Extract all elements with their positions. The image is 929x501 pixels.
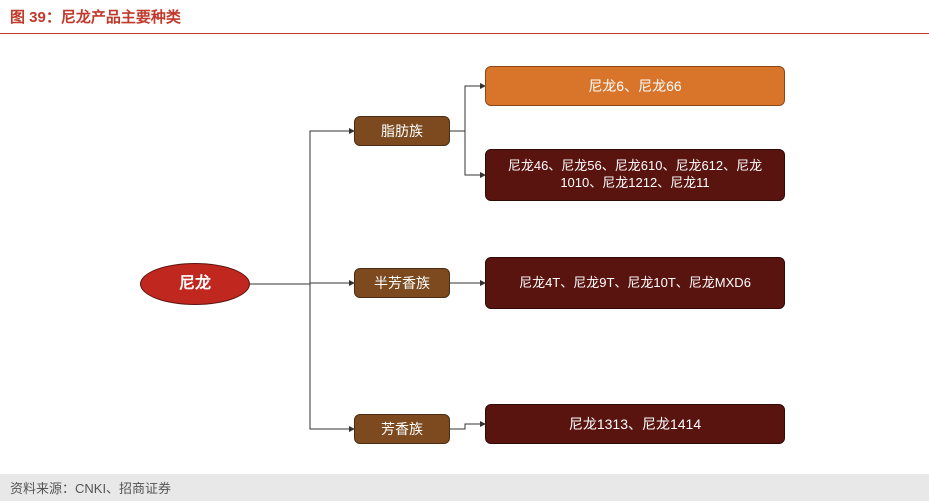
- connectors-layer: [0, 34, 929, 474]
- node-cat1: 脂肪族: [354, 116, 450, 146]
- figure-header: 图 39：尼龙产品主要种类: [0, 0, 929, 34]
- edge-cat3-leaf4: [450, 424, 485, 429]
- node-leaf4: 尼龙1313、尼龙1414: [485, 404, 785, 444]
- figure-title: 图 39：尼龙产品主要种类: [10, 9, 181, 26]
- diagram-canvas: 尼龙 脂肪族半芳香族芳香族 尼龙6、尼龙66 尼龙46、尼龙56、尼龙610、尼龙61…: [0, 34, 929, 474]
- edge-root-cat1: [250, 131, 354, 284]
- edge-cat1-leaf2: [450, 131, 485, 175]
- edge-root-cat3: [250, 284, 354, 429]
- node-cat2: 半芳香族: [354, 268, 450, 298]
- node-leaf2: 尼龙46、尼龙56、尼龙610、尼龙612、尼龙1010、尼龙1212、尼龙11: [485, 149, 785, 201]
- node-cat3: 芳香族: [354, 414, 450, 444]
- edge-root-cat2: [250, 283, 354, 284]
- node-root: 尼龙: [140, 263, 250, 305]
- source-text: 资料来源：CNKI、招商证券: [10, 481, 171, 496]
- figure-footer: 资料来源：CNKI、招商证券: [0, 474, 929, 501]
- edge-cat1-leaf1: [450, 86, 485, 131]
- node-leaf1: 尼龙6、尼龙66: [485, 66, 785, 106]
- node-leaf3: 尼龙4T、尼龙9T、尼龙10T、尼龙MXD6: [485, 257, 785, 309]
